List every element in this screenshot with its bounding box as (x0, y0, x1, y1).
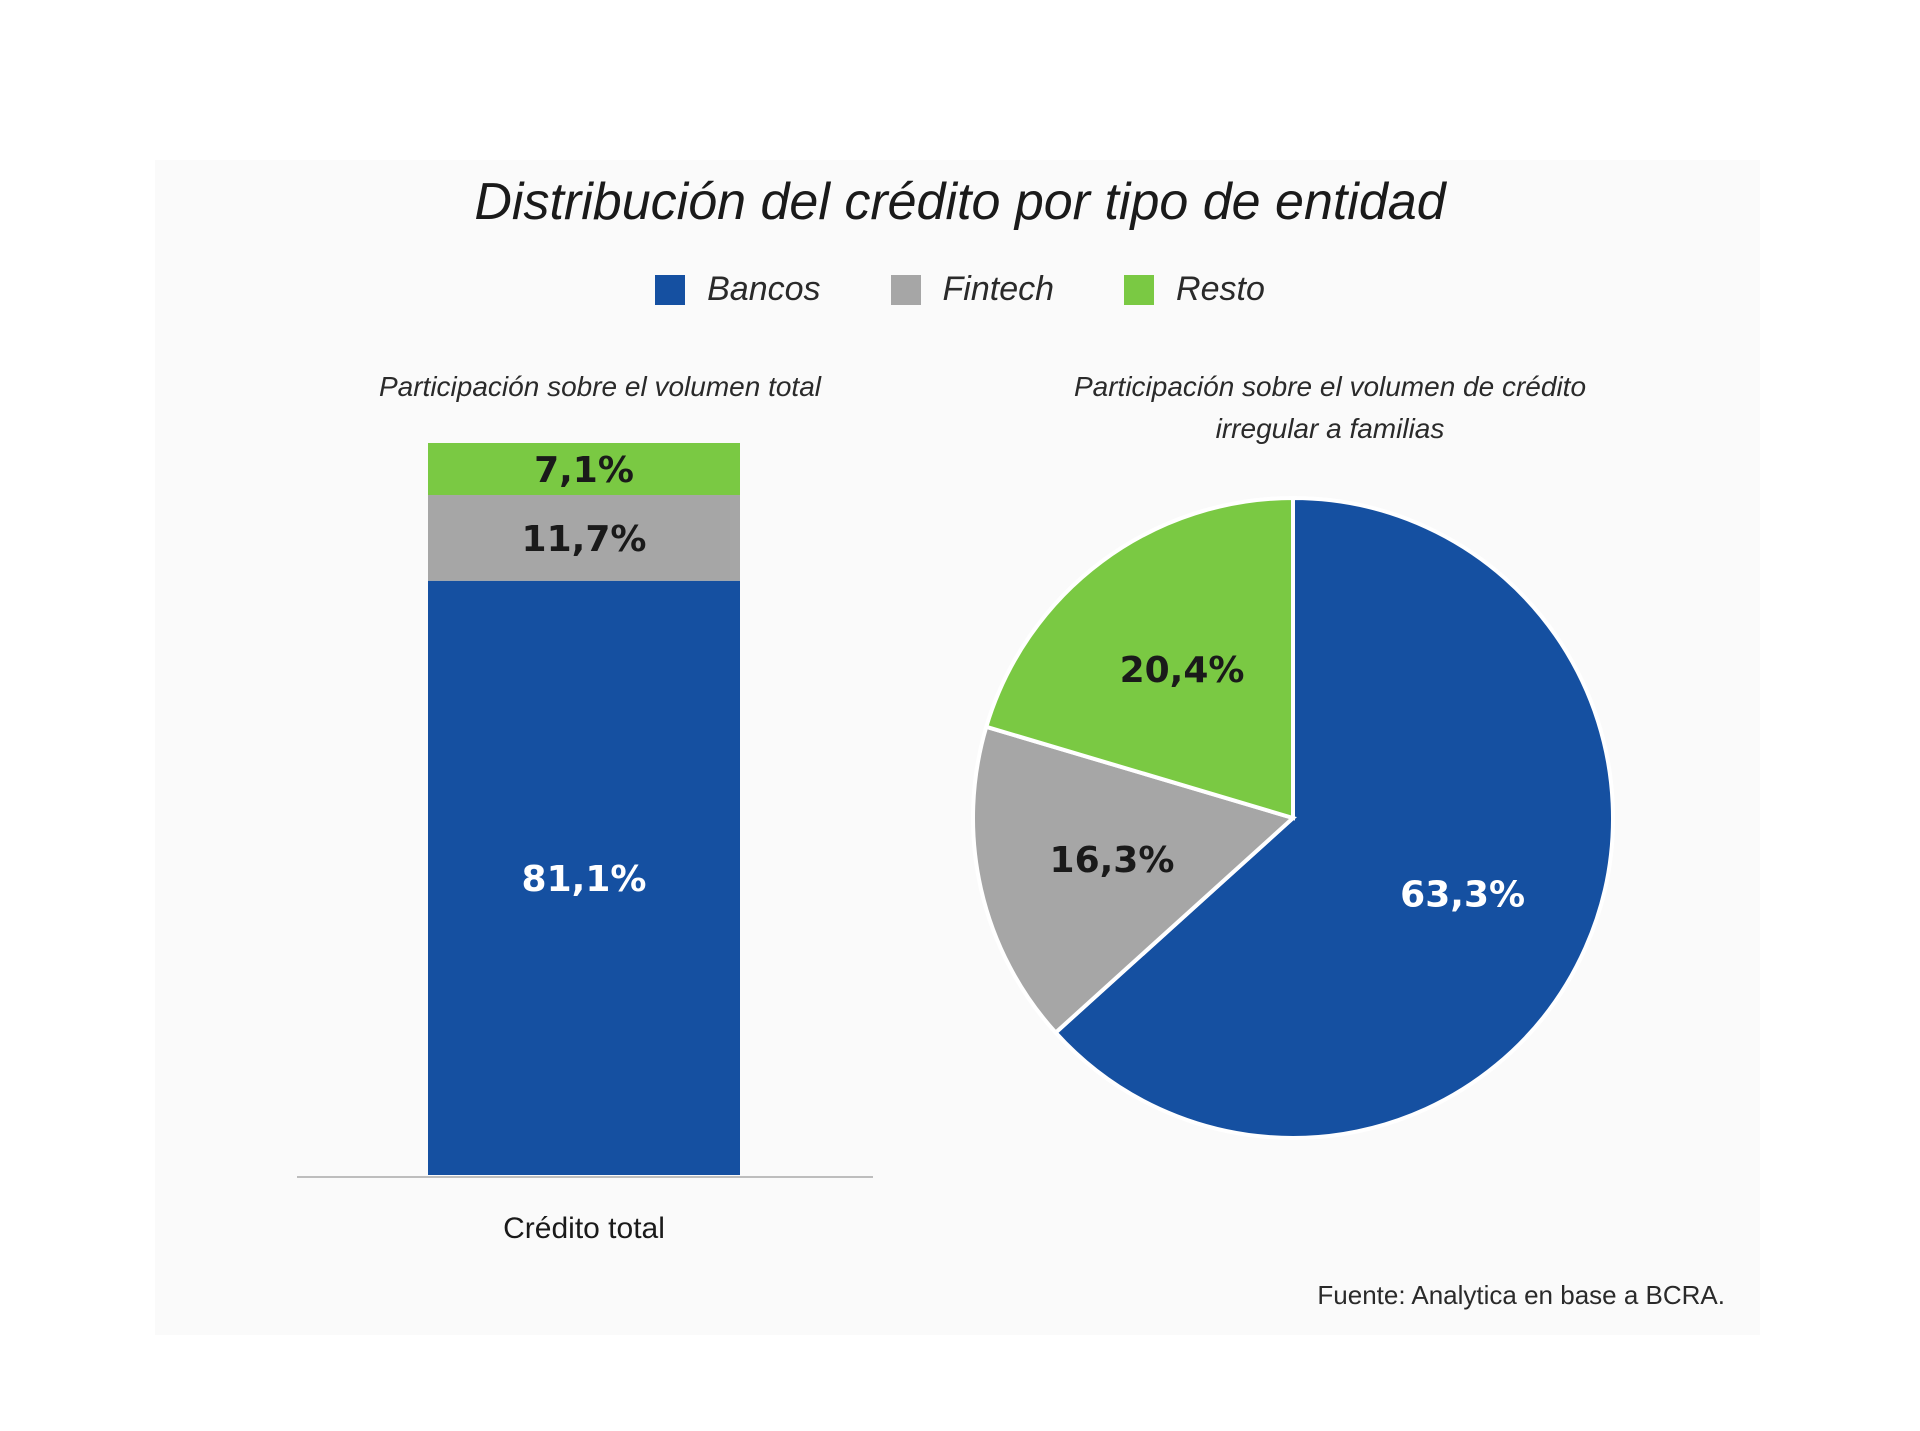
bar-segment-fintech (428, 495, 740, 581)
legend-swatch-resto (1124, 274, 1155, 305)
legend-swatch-bancos (655, 274, 686, 305)
pie-label-resto: 20,4% (1120, 650, 1245, 691)
pie-label-fintech: 16,3% (1050, 840, 1175, 881)
legend-swatch-fintech (890, 274, 921, 305)
legend-label-bancos: Bancos (707, 270, 821, 308)
bar-label-bancos: 81,1% (522, 859, 647, 900)
bar-category-label: Crédito total (503, 1212, 665, 1245)
bar-segment-bancos (428, 580, 740, 1175)
source-note: Fuente: Analytica en base a BCRA. (1317, 1280, 1725, 1310)
bar-label-resto: 7,1% (534, 450, 634, 491)
legend-item-resto: Resto (1124, 270, 1265, 309)
legend-label-resto: Resto (1176, 270, 1265, 308)
pie-label-bancos: 63,3% (1400, 874, 1525, 915)
legend-item-bancos: Bancos (655, 270, 821, 309)
bar-label-fintech: 11,7% (522, 519, 647, 560)
pie-slice-resto (983, 495, 1295, 821)
legend-item-fintech: Fintech (890, 270, 1055, 309)
pie-slice-fintech (971, 724, 1297, 1036)
bar-segment-resto (428, 443, 740, 496)
pie-slice-bancos (1052, 495, 1615, 1140)
bar-chart-subtitle: Participación sobre el volumen total (378, 371, 821, 402)
pie-chart-subtitle: Participación sobre el volumen de crédit… (1073, 371, 1587, 444)
legend-label-fintech: Fintech (942, 270, 1055, 308)
chart-title: Distribución del crédito por tipo de ent… (474, 173, 1446, 231)
legend: Bancos Fintech Resto (0, 270, 1920, 309)
